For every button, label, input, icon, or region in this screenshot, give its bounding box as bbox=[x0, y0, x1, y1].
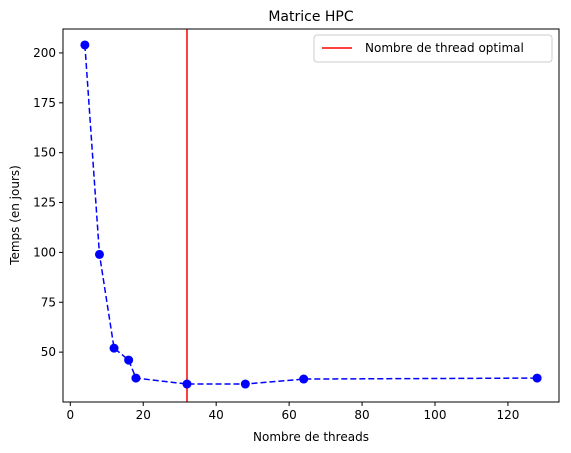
y-axis: 50 75 100 125 150 175 200 bbox=[33, 46, 63, 359]
y-tick-label: 50 bbox=[41, 345, 56, 359]
y-tick-label: 100 bbox=[33, 245, 56, 259]
data-point bbox=[299, 374, 309, 384]
data-point bbox=[109, 343, 119, 353]
y-tick-label: 125 bbox=[33, 196, 56, 210]
data-point bbox=[532, 373, 542, 383]
y-tick-label: 175 bbox=[33, 96, 56, 110]
chart-title: Matrice HPC bbox=[268, 9, 354, 25]
y-tick-label: 150 bbox=[33, 146, 56, 160]
y-tick-label: 75 bbox=[41, 295, 56, 309]
data-point bbox=[182, 379, 192, 389]
data-point bbox=[94, 249, 104, 259]
x-tick-label: 40 bbox=[209, 408, 224, 422]
plot-area bbox=[80, 29, 542, 402]
x-tick-label: 120 bbox=[496, 408, 519, 422]
x-axis: 0 20 40 60 80 100 120 bbox=[66, 402, 519, 422]
x-tick-label: 80 bbox=[354, 408, 369, 422]
legend-box bbox=[313, 34, 553, 63]
x-tick-label: 20 bbox=[136, 408, 151, 422]
legend-label-vline: Nombre de thread optimal bbox=[365, 41, 524, 55]
legend: Nombre de thread optimal bbox=[313, 34, 553, 63]
x-axis-title: Nombre de threads bbox=[253, 430, 369, 444]
data-point bbox=[124, 355, 134, 365]
x-tick-label: 0 bbox=[66, 408, 74, 422]
series-line bbox=[84, 44, 538, 385]
y-axis-title: Temps (en jours) bbox=[8, 165, 22, 266]
x-tick-label: 60 bbox=[281, 408, 296, 422]
data-point bbox=[80, 40, 90, 50]
y-tick-label: 200 bbox=[33, 46, 56, 60]
data-point bbox=[240, 379, 250, 389]
data-point bbox=[131, 373, 141, 383]
plot-frame bbox=[62, 28, 560, 403]
x-tick-label: 100 bbox=[424, 408, 447, 422]
